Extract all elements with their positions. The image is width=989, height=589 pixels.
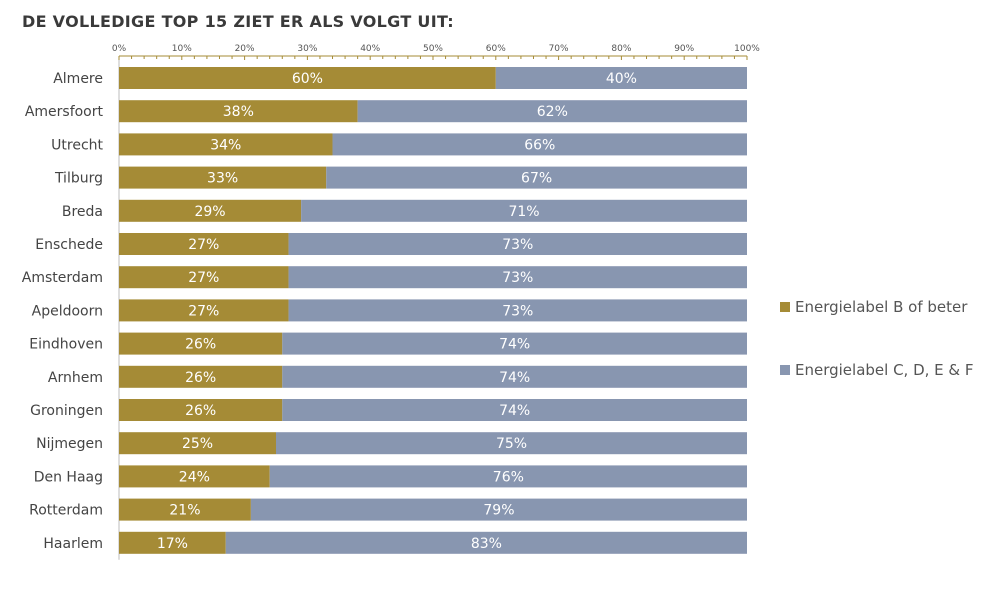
bar-segment [119, 498, 251, 521]
data-label: 83% [471, 536, 502, 552]
category-label: Apeldoorn [32, 303, 103, 319]
bar-segment [250, 498, 747, 521]
data-label: 66% [524, 137, 555, 153]
legend-label-c-to-f: Energielabel C, D, E & F [795, 361, 974, 379]
bar-segment [288, 233, 747, 255]
bar-segment [119, 299, 289, 322]
x-tick-label: 0% [112, 44, 127, 54]
category-label: Rotterdam [29, 503, 103, 519]
category-label: Enschede [35, 237, 103, 253]
data-label: 73% [502, 270, 533, 286]
x-tick-label: 20% [235, 44, 255, 54]
bar-segment [119, 432, 276, 455]
data-label: 76% [493, 469, 524, 485]
category-label: Arnhem [48, 370, 103, 386]
data-label: 29% [194, 204, 225, 220]
bar-segment [119, 531, 226, 554]
data-label: 73% [502, 303, 533, 319]
legend-swatch-b-or-better [780, 302, 790, 312]
bar-segment [119, 199, 302, 222]
data-label: 67% [521, 171, 552, 187]
data-label: 17% [157, 536, 188, 552]
bar-segment [282, 332, 747, 355]
x-tick-label: 60% [486, 44, 506, 54]
category-label: Den Haag [34, 469, 103, 485]
legend-item-c-to-f: Energielabel C, D, E & F [780, 361, 974, 379]
bar-segment [225, 531, 747, 554]
bar-segment [119, 365, 283, 388]
category-label: Amsterdam [22, 270, 103, 286]
data-label: 34% [210, 137, 241, 153]
data-label: 74% [499, 370, 530, 386]
category-label: Breda [62, 204, 103, 220]
bar-segment [119, 133, 333, 156]
legend-label-b-or-better: Energielabel B of beter [795, 298, 968, 316]
data-label: 27% [188, 237, 219, 253]
data-label: 27% [188, 270, 219, 286]
legend-swatch-c-to-f [780, 365, 790, 375]
data-label: 74% [499, 337, 530, 353]
x-tick-label: 90% [674, 44, 694, 54]
data-label: 62% [537, 104, 568, 120]
data-label: 38% [223, 104, 254, 120]
legend-item-b-or-better: Energielabel B of beter [780, 298, 967, 316]
data-label: 74% [499, 403, 530, 419]
x-tick-label: 30% [297, 44, 317, 54]
bar-segment [357, 100, 747, 123]
category-label: Groningen [30, 403, 103, 419]
data-label: 24% [179, 469, 210, 485]
chart-title: DE VOLLEDIGE TOP 15 ZIET ER ALS VOLGT UI… [22, 12, 454, 31]
data-label: 26% [185, 337, 216, 353]
x-tick-label: 10% [172, 44, 192, 54]
data-label: 79% [483, 503, 514, 519]
category-label: Tilburg [54, 171, 103, 187]
data-label: 71% [508, 204, 539, 220]
bar-segment [332, 133, 747, 156]
bar-segment [282, 365, 747, 388]
data-label: 26% [185, 370, 216, 386]
category-label: Amersfoort [25, 104, 104, 120]
category-label: Nijmegen [36, 436, 103, 452]
bar-segment [119, 166, 327, 189]
bar-segment [495, 67, 747, 89]
bar-segment [119, 233, 289, 255]
category-label: Eindhoven [29, 337, 103, 353]
bar-segment [269, 465, 747, 488]
x-tick-label: 50% [423, 44, 443, 54]
category-label: Haarlem [43, 536, 103, 552]
bar-segment [326, 166, 747, 189]
bar-segment [119, 100, 358, 123]
bar-segment [282, 399, 747, 421]
category-label: Utrecht [51, 137, 103, 153]
x-tick-label: 100% [734, 44, 760, 54]
data-label: 25% [182, 436, 213, 452]
category-label: Almere [53, 71, 103, 87]
bar-segment [301, 199, 747, 222]
bar-segment [288, 299, 747, 322]
bar-segment [119, 332, 283, 355]
bar-segment [119, 399, 283, 421]
data-label: 60% [292, 71, 323, 87]
data-label: 27% [188, 303, 219, 319]
bar-segment [276, 432, 747, 455]
bar-segment [119, 67, 496, 89]
data-label: 21% [169, 503, 200, 519]
data-label: 73% [502, 237, 533, 253]
data-label: 75% [496, 436, 527, 452]
bar-segment [119, 465, 270, 488]
bar-segment [119, 266, 289, 289]
x-tick-label: 40% [360, 44, 380, 54]
data-label: 33% [207, 171, 238, 187]
x-tick-label: 70% [549, 44, 569, 54]
data-label: 26% [185, 403, 216, 419]
data-label: 40% [606, 71, 637, 87]
bar-segment [288, 266, 747, 289]
x-tick-label: 80% [611, 44, 631, 54]
